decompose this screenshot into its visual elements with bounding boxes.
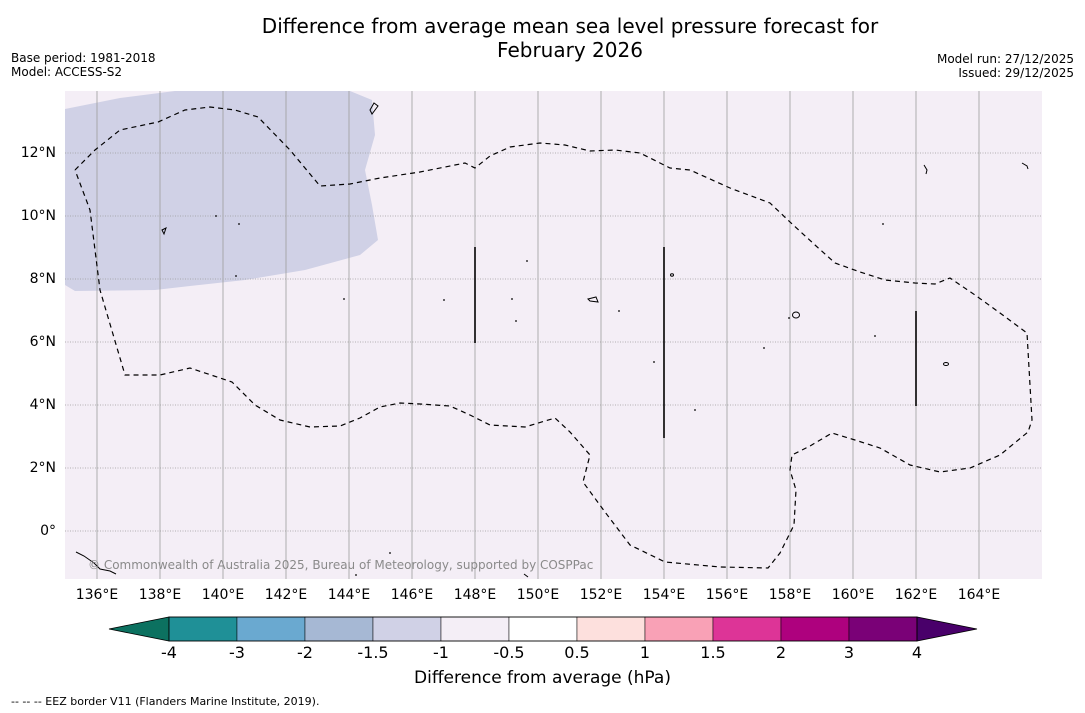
lon-label: 142°E bbox=[264, 587, 308, 603]
colorbar-frame bbox=[168, 616, 918, 642]
metadata-right: Model run: 27/12/2025 Issued: 29/12/2025 bbox=[937, 52, 1074, 80]
colorbar-segment bbox=[780, 616, 850, 642]
eez-footnote: -- -- -- EEZ border V11 (Flanders Marine… bbox=[11, 695, 320, 708]
map-title: Difference from average mean sea level p… bbox=[0, 14, 1085, 62]
colorbar-tick-label: -3 bbox=[229, 643, 245, 662]
model-run: Model run: 27/12/2025 bbox=[936, 52, 1074, 66]
colorbar-tick-label: -1.5 bbox=[357, 643, 389, 662]
issued-date: Issued: 29/12/2025 bbox=[958, 66, 1074, 80]
lat-label: 0° bbox=[40, 523, 56, 539]
lat-label: 6°N bbox=[29, 334, 56, 350]
colorbar-segment bbox=[372, 616, 442, 642]
lon-label: 138°E bbox=[138, 587, 182, 603]
island bbox=[792, 311, 800, 319]
colorbar-tick-label: 4 bbox=[911, 643, 923, 662]
colorbar-tick-label: -2 bbox=[297, 643, 313, 662]
colorbar-tick-label: 3 bbox=[843, 643, 855, 662]
model-name: Model: ACCESS-S2 bbox=[11, 65, 123, 79]
lat-label: 2°N bbox=[29, 460, 56, 476]
colorbar-tick-label: 2 bbox=[775, 643, 787, 662]
colorbar-segment bbox=[236, 616, 306, 642]
colorbar-segment bbox=[304, 616, 374, 642]
lat-label: 4°N bbox=[29, 397, 56, 413]
graticule bbox=[65, 91, 1042, 579]
lon-label: 136°E bbox=[75, 587, 119, 603]
island bbox=[670, 273, 674, 277]
lon-label: 150°E bbox=[516, 587, 560, 603]
title-line-1: Difference from average mean sea level p… bbox=[261, 14, 879, 38]
colorbar-tick-label: -1 bbox=[433, 643, 449, 662]
lat-label: 10°N bbox=[20, 208, 56, 224]
island bbox=[369, 102, 379, 115]
colorbar-segment bbox=[848, 616, 918, 642]
colorbar-tick-label: -0.5 bbox=[493, 643, 525, 662]
island bbox=[587, 296, 599, 303]
lon-label: 144°E bbox=[327, 587, 371, 603]
lon-label: 158°E bbox=[768, 587, 812, 603]
island bbox=[1021, 162, 1029, 170]
island bbox=[161, 227, 167, 236]
negative-anomaly-region bbox=[65, 91, 378, 291]
lon-label: 148°E bbox=[453, 587, 497, 603]
lat-label: 12°N bbox=[20, 145, 56, 161]
colorbar-extend-low bbox=[108, 616, 170, 642]
colorbar-segments bbox=[108, 616, 978, 642]
lon-label: 160°E bbox=[831, 587, 875, 603]
colorbar-title: Difference from average (hPa) bbox=[414, 668, 671, 688]
small-islands bbox=[215, 215, 884, 576]
lon-label: 164°E bbox=[957, 587, 1001, 603]
colorbar-segment bbox=[576, 616, 646, 642]
base-period: Base period: 1981-2018 bbox=[11, 51, 156, 65]
lat-label: 8°N bbox=[29, 271, 56, 287]
colorbar-tick-label: 1.5 bbox=[700, 643, 726, 662]
island bbox=[923, 164, 928, 175]
colorbar-tick-label: -4 bbox=[161, 643, 177, 662]
colorbar-segment bbox=[168, 616, 238, 642]
colorbar-tick-label: 1 bbox=[639, 643, 651, 662]
lon-label: 156°E bbox=[705, 587, 749, 603]
island bbox=[523, 573, 529, 578]
eez-border bbox=[74, 106, 1033, 569]
colorbar-segment bbox=[712, 616, 782, 642]
lon-label: 154°E bbox=[642, 587, 686, 603]
colorbar-segment bbox=[440, 616, 510, 642]
lon-label: 140°E bbox=[201, 587, 245, 603]
colorbar-tick-label: 0.5 bbox=[564, 643, 590, 662]
lon-label: 162°E bbox=[894, 587, 938, 603]
island bbox=[75, 551, 117, 575]
title-line-2: February 2026 bbox=[497, 38, 643, 62]
lon-label: 152°E bbox=[579, 587, 623, 603]
colorbar-segment bbox=[644, 616, 714, 642]
island bbox=[943, 362, 949, 366]
metadata-left: Base period: 1981-2018 Model: ACCESS-S2 bbox=[11, 51, 156, 79]
colorbar-extend-high bbox=[916, 616, 978, 642]
lon-label: 146°E bbox=[390, 587, 434, 603]
copyright-notice: © Commonwealth of Australia 2025, Bureau… bbox=[88, 558, 594, 572]
colorbar-segment bbox=[508, 616, 578, 642]
islands bbox=[75, 102, 1029, 578]
